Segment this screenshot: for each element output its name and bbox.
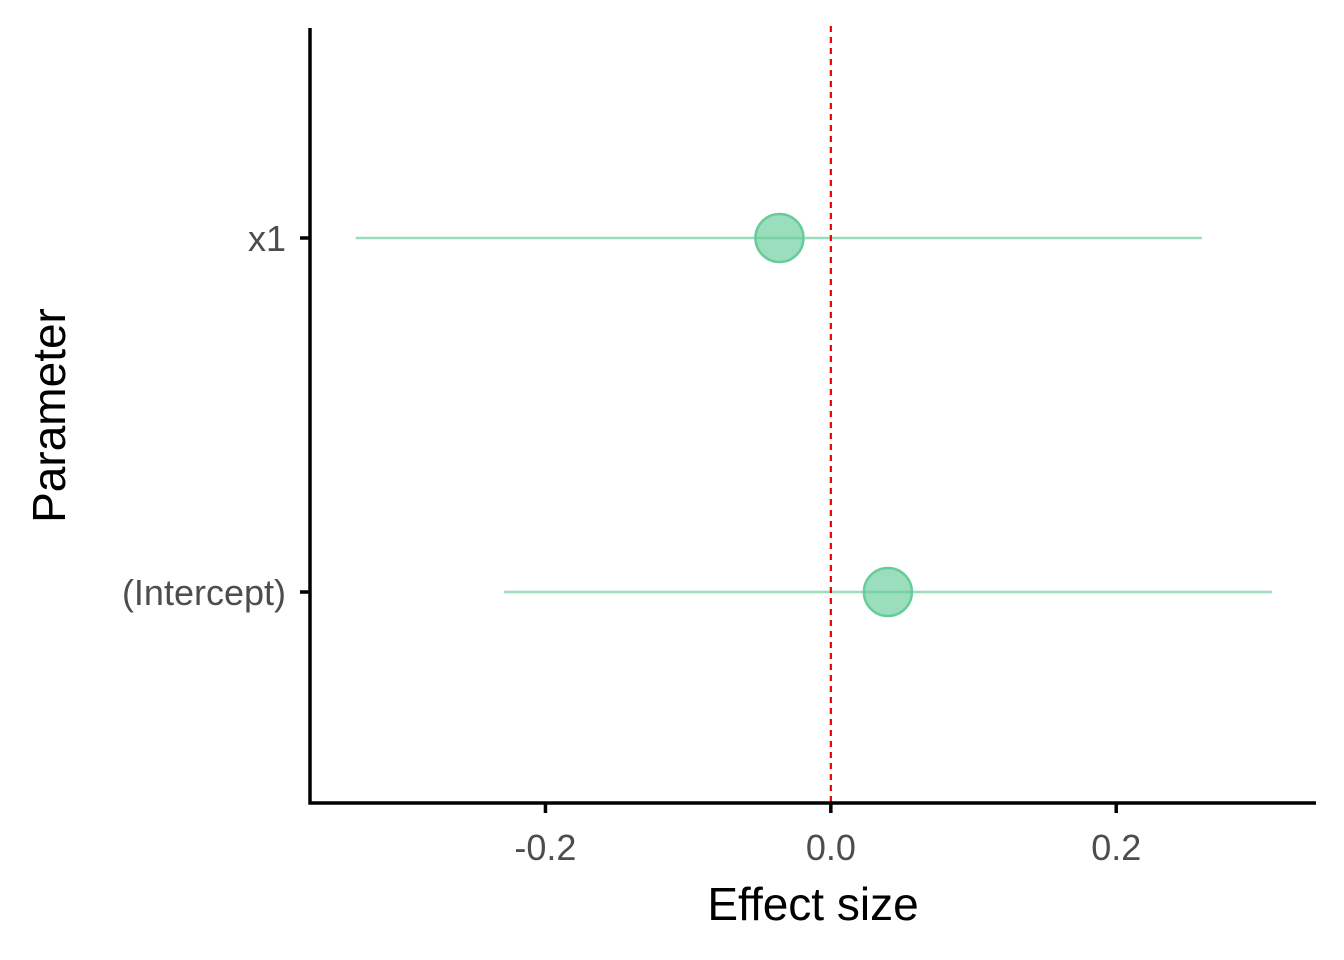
interval-layer xyxy=(355,236,1272,594)
x-tick-label: -0.2 xyxy=(514,827,576,868)
x-tick-label: 0.2 xyxy=(1091,827,1141,868)
estimate-point-x1 xyxy=(754,212,805,264)
point-layer xyxy=(754,212,914,618)
y-tick-label-x1: x1 xyxy=(248,218,286,259)
y-axis-title: Parameter xyxy=(23,308,75,523)
y-tick-label-intercept: (Intercept) xyxy=(122,572,286,613)
x-tick-label: 0.0 xyxy=(806,827,856,868)
estimate-point-intercept xyxy=(862,566,914,618)
y-tick-layer: x1 (Intercept) xyxy=(122,218,310,613)
x-tick-layer: -0.2 0.0 0.2 xyxy=(514,803,1141,868)
x-axis-title: Effect size xyxy=(707,878,918,930)
